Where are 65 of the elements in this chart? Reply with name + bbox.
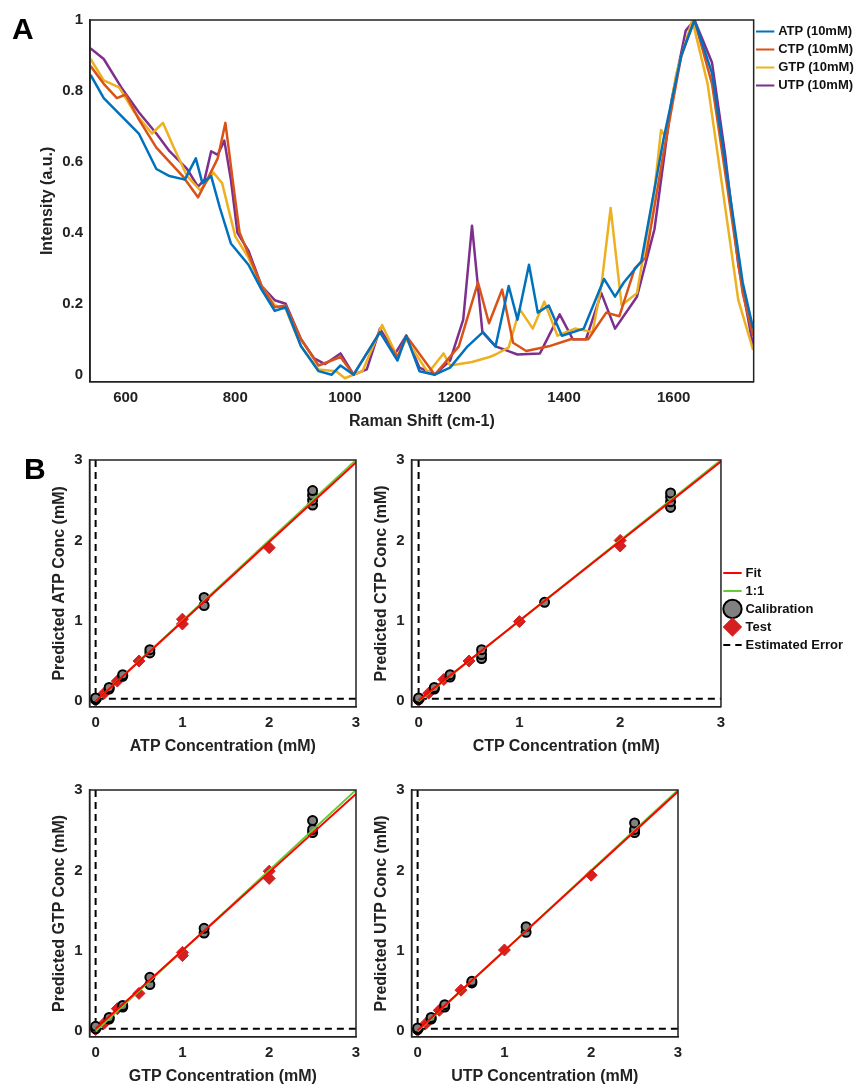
y-axis-title: Predicted GTP Conc (mM)	[50, 814, 68, 1012]
y-tick-label: 0	[396, 691, 405, 709]
legend-label: ATP (10mM)	[778, 23, 853, 39]
legend-label: Calibration	[745, 600, 814, 616]
y-tick-label: 1	[396, 940, 405, 958]
x-tick-label: 1	[500, 1042, 509, 1060]
legend-label: UTP (10mM)	[778, 77, 854, 93]
y-tick-label: 0	[396, 1021, 405, 1039]
y-tick-label: 3	[74, 780, 83, 798]
x-tick-label: 1200	[437, 387, 472, 405]
x-tick-label: 0	[413, 1042, 422, 1060]
legend-label: Estimated Error	[745, 636, 844, 652]
x-tick-label: 1400	[547, 387, 581, 405]
x-tick-label: 1	[178, 1042, 187, 1060]
x-tick-label: 3	[351, 1042, 361, 1060]
x-axis-title: ATP Concentration (mM)	[129, 736, 316, 754]
x-tick-label: 3	[351, 712, 361, 730]
x-axis-title: UTP Concentration (mM)	[451, 1066, 639, 1084]
x-tick-label: 1	[178, 712, 187, 730]
x-tick-label: 3	[716, 712, 726, 730]
legend-label: CTP (10mM)	[778, 41, 854, 57]
y-tick-label: 2	[74, 860, 83, 878]
y-tick-label: 2	[396, 530, 405, 548]
x-tick-label: 1000	[328, 387, 362, 405]
legend-label: Test	[745, 618, 772, 634]
y-tick-label: 3	[74, 450, 83, 468]
y-tick-label: 2	[396, 860, 405, 878]
x-tick-label: 600	[113, 387, 139, 405]
x-tick-label: 0	[91, 712, 100, 730]
y-tick-label: 1	[74, 10, 84, 28]
x-axis-title: Raman Shift (cm-1)	[348, 411, 495, 429]
text: B	[24, 452, 46, 486]
x-tick-label: 1	[515, 712, 524, 730]
y-axis-title: Predicted CTP Conc (mM)	[372, 485, 390, 682]
x-tick-label: 0	[91, 1042, 100, 1060]
legend-label: 1:1	[745, 582, 765, 598]
x-tick-label: 800	[222, 387, 248, 405]
y-axis-title: Intensity (a.u.)	[38, 146, 56, 256]
y-tick-label: 2	[74, 530, 83, 548]
x-tick-label: 2	[265, 712, 274, 730]
x-axis-title: GTP Concentration (mM)	[128, 1066, 317, 1084]
y-tick-label: 0.2	[62, 293, 84, 311]
y-tick-label: 1	[396, 610, 405, 628]
y-tick-label: 0	[74, 364, 84, 382]
x-tick-label: 2	[616, 712, 625, 730]
y-tick-label: 3	[396, 450, 405, 468]
y-tick-label: 0	[74, 1021, 83, 1039]
x-tick-label: 1600	[656, 387, 691, 405]
legend-label: GTP (10mM)	[778, 59, 854, 75]
text: A	[12, 12, 34, 46]
y-tick-label: 0	[74, 691, 83, 709]
y-tick-label: 0.8	[62, 81, 84, 99]
y-tick-label: 1	[74, 940, 83, 958]
x-tick-label: 2	[265, 1042, 274, 1060]
x-tick-label: 2	[587, 1042, 596, 1060]
x-axis-title: CTP Concentration (mM)	[472, 736, 660, 754]
y-axis-title: Predicted ATP Conc (mM)	[50, 486, 68, 681]
y-axis-title: Predicted UTP Conc (mM)	[372, 815, 390, 1012]
x-tick-label: 3	[673, 1042, 683, 1060]
y-tick-label: 1	[74, 610, 83, 628]
y-tick-label: 3	[396, 780, 405, 798]
x-tick-label: 0	[414, 712, 423, 730]
legend-label: Fit	[745, 564, 763, 580]
y-tick-label: 0.4	[62, 222, 84, 240]
y-tick-label: 0.6	[62, 152, 84, 170]
